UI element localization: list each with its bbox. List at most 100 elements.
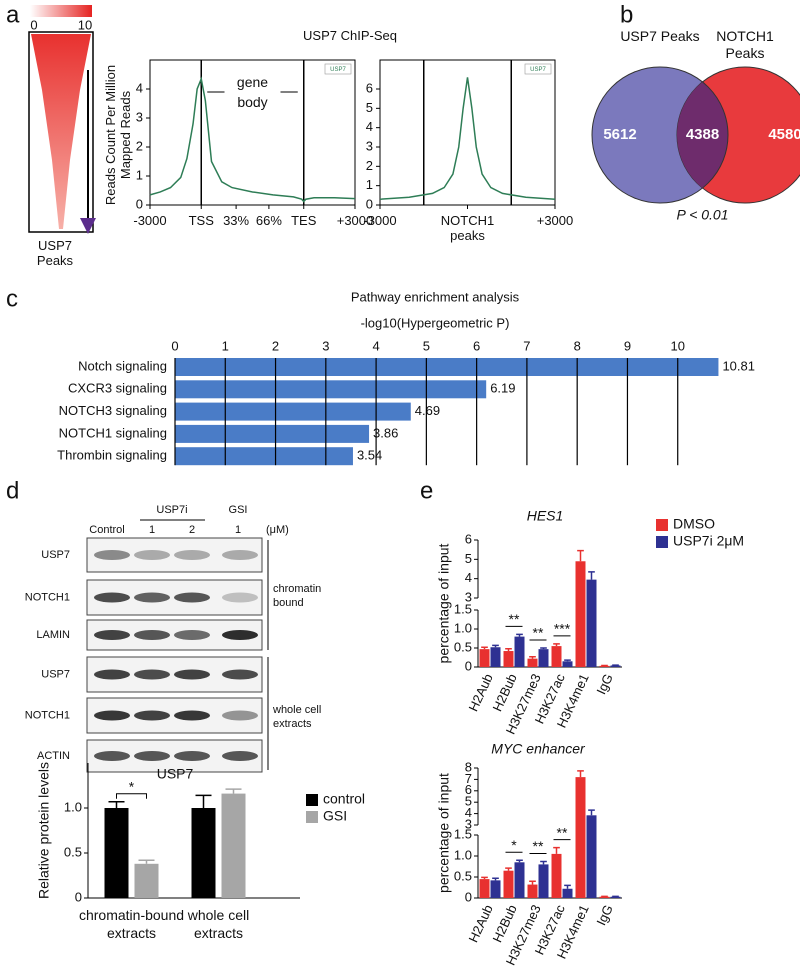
x-tick-label: NOTCH1 peaks <box>440 213 495 243</box>
bar <box>175 380 487 399</box>
y-tick-label: 2 <box>366 158 373 173</box>
chart-title: HES1 <box>527 508 564 524</box>
bar-value-label: 3.86 <box>373 425 398 440</box>
blot-band <box>94 550 130 560</box>
y-tick-label: 1.0 <box>454 620 472 635</box>
x-tick-label: 2 <box>272 338 279 353</box>
error-bar <box>540 860 547 865</box>
blot-row-label: LAMIN <box>36 629 70 641</box>
blot-band <box>134 550 170 560</box>
x-tick-label: -3000 <box>363 213 397 228</box>
x-tick-label: IgG <box>593 671 615 696</box>
legend-swatch <box>656 536 668 548</box>
error-bar <box>505 867 512 871</box>
bar <box>221 793 246 898</box>
y-tick-label: 1.5 <box>454 826 472 841</box>
legend-label: GSI <box>323 808 347 824</box>
bar <box>134 863 159 898</box>
y-tick-label: 4 <box>465 805 472 820</box>
legend-swatch <box>656 519 668 531</box>
bar <box>175 402 411 421</box>
blot-band <box>174 550 210 560</box>
category-label: CXCR3 signaling <box>68 381 167 396</box>
y-tick-label: 5 <box>366 100 373 115</box>
colorbar <box>30 5 92 17</box>
bar-value-label: 10.81 <box>722 358 755 373</box>
y-tick-label: 1 <box>136 167 143 182</box>
blot-band <box>134 751 170 761</box>
y-tick-label: 8 <box>465 759 472 774</box>
error-bar <box>564 659 571 662</box>
significance-line <box>116 793 147 799</box>
error-bar <box>577 549 584 562</box>
category-label: Thrombin signaling <box>57 448 167 463</box>
y-tick-label: 3 <box>136 109 143 124</box>
significance-label: ** <box>533 625 544 641</box>
chart-title: MYC enhancer <box>491 741 586 757</box>
blot-band <box>174 592 210 603</box>
blot-row-label: ACTIN <box>37 750 70 762</box>
chart-title: Pathway enrichment analysis <box>351 289 520 304</box>
venn-value: 4580 <box>768 126 800 143</box>
error-bar <box>516 633 523 637</box>
y-axis-label: Reads Count Per Million Mapped Reads <box>103 64 133 206</box>
error-bar <box>108 800 125 808</box>
legend-label: USP7 <box>330 67 346 73</box>
x-tick-label: 10 <box>670 338 684 353</box>
significance-label: ** <box>557 824 568 840</box>
venn-value: 5612 <box>603 126 636 143</box>
venn-annotation: P < 0.01 <box>676 207 728 223</box>
error-bar <box>516 859 523 863</box>
bar-value-label: 6.19 <box>490 381 515 396</box>
error-bar <box>225 788 242 794</box>
category-label: Notch signaling <box>78 358 167 373</box>
bar <box>490 647 501 667</box>
venn-set-label: NOTCH1 Peaks <box>716 28 774 61</box>
heatmap-label: USP7 Peaks <box>36 238 74 268</box>
significance-label: *** <box>554 621 571 637</box>
x-tick-label: -3000 <box>133 213 167 228</box>
y-tick-label: 3 <box>465 589 472 604</box>
legend-label: DMSO <box>673 516 715 532</box>
x-tick-label: IgG <box>593 902 615 927</box>
error-bar <box>481 646 488 650</box>
y-tick-label: 4 <box>465 570 472 585</box>
bar <box>610 896 621 898</box>
panel-label: e <box>420 477 433 504</box>
blot-fraction: chromatin bound <box>273 583 322 609</box>
y-tick-label: 3 <box>366 138 373 153</box>
blot-column: 1 <box>149 524 155 536</box>
blot-column: Control <box>89 524 124 536</box>
category-label: NOTCH1 signaling <box>59 425 167 440</box>
blot-band <box>222 669 258 680</box>
blot-band <box>94 592 130 603</box>
y-tick-label: 0 <box>75 889 82 904</box>
y-tick-label: 5 <box>465 551 472 566</box>
y-tick-label: 0.5 <box>64 844 82 859</box>
y-tick-label: 5 <box>465 794 472 809</box>
x-tick-label: 3 <box>322 338 329 353</box>
y-tick-label: 0.5 <box>454 639 472 654</box>
error-bar <box>138 859 155 864</box>
legend-label: USP7i 2μM <box>673 533 744 549</box>
significance-label: * <box>511 837 517 853</box>
blot-fraction: whole cell extracts <box>273 704 322 730</box>
x-tick-label: TES <box>291 213 317 228</box>
error-bar <box>588 571 595 580</box>
bar <box>586 815 597 898</box>
bar <box>562 661 573 667</box>
legend-box <box>324 63 352 75</box>
y-axis-label: Relative protein levels <box>36 762 52 899</box>
y-tick-label: 4 <box>366 119 373 134</box>
blot-band <box>222 550 258 560</box>
chart-title: USP7 ChIP-Seq <box>303 28 397 43</box>
blot-band <box>94 751 130 761</box>
bar <box>575 777 586 898</box>
blot-row-label: NOTCH1 <box>25 591 70 603</box>
blot-band <box>222 630 258 640</box>
significance-label: ** <box>533 838 544 854</box>
bar <box>551 646 562 667</box>
x-tick-label: 5 <box>423 338 430 353</box>
y-tick-label: 0 <box>465 889 472 904</box>
